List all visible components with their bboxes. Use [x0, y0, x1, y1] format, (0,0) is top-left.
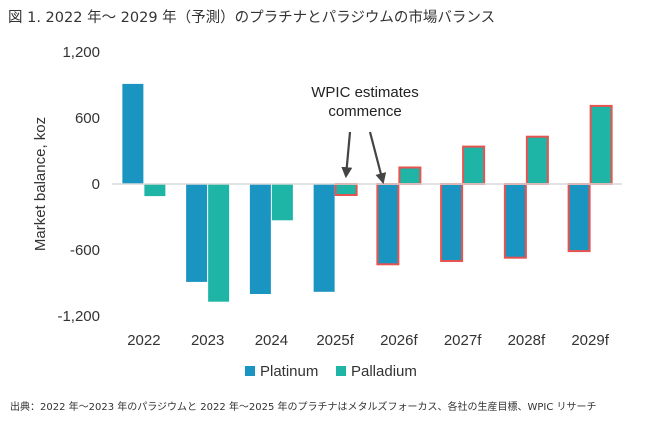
platinum-bar-2023 — [186, 184, 208, 282]
legend: Platinum Palladium — [245, 363, 417, 380]
x-tick-label: 2026f — [380, 332, 418, 349]
y-tick-label: -1,200 — [57, 308, 100, 325]
palladium-bar-2023 — [208, 184, 230, 302]
x-tick-label: 2025f — [316, 332, 354, 349]
palladium-bar-2028f — [525, 135, 549, 185]
palladium-bar-2026f — [398, 166, 422, 185]
x-tick-label: 2023 — [191, 332, 224, 349]
annotation-arrow-2026 — [368, 131, 387, 185]
x-tick-label: 2022 — [127, 332, 160, 349]
y-tick-label: -600 — [70, 242, 100, 259]
y-axis-title: Market balance, koz — [32, 117, 49, 251]
platinum-bar-2026f — [376, 183, 400, 266]
palladium-bar-2025f — [334, 183, 358, 196]
x-tick-label: 2028f — [508, 332, 546, 349]
platinum-bar-2027f — [440, 183, 464, 262]
platinum-bar-2022 — [122, 83, 144, 184]
annotation-line-1: WPIC estimates — [311, 84, 419, 101]
legend-swatch-platinum — [245, 366, 255, 376]
y-tick-label: 1,200 — [62, 44, 100, 61]
source-note: 出典：2022 年～2023 年のパラジウムと 2022 年～2025 年のプラ… — [10, 402, 597, 413]
x-tick-label: 2029f — [571, 332, 609, 349]
palladium-bar-2024 — [271, 184, 293, 221]
x-tick-label: 2024 — [255, 332, 288, 349]
y-ticks: 1,200 600 0 -600 -1,200 — [57, 44, 100, 325]
palladium-bar-2029f — [589, 104, 613, 185]
legend-label-platinum: Platinum — [260, 363, 318, 380]
platinum-bar-2025f — [313, 184, 335, 292]
platinum-bar-2024 — [249, 184, 271, 294]
platinum-bar-2028f — [503, 183, 527, 259]
palladium-bar-2022 — [144, 184, 166, 197]
palladium-bar-2027f — [462, 145, 486, 186]
y-tick-label: 0 — [92, 176, 100, 193]
annotation-arrow-2025 — [341, 131, 353, 179]
x-ticks: 2022 2023 2024 2025f 2026f 2027f 2028f 2029f — [127, 332, 610, 349]
annotation-line-2: commence — [328, 103, 401, 120]
x-tick-label: 2027f — [444, 332, 482, 349]
legend-swatch-palladium — [336, 366, 346, 376]
platinum-bar-2029f — [567, 183, 591, 253]
y-tick-label: 600 — [75, 110, 100, 127]
legend-label-palladium: Palladium — [351, 363, 417, 380]
figure-title: 図 1. 2022 年～ 2029 年（予測）のプラチナとパラジウムの市場バラン… — [8, 10, 496, 26]
